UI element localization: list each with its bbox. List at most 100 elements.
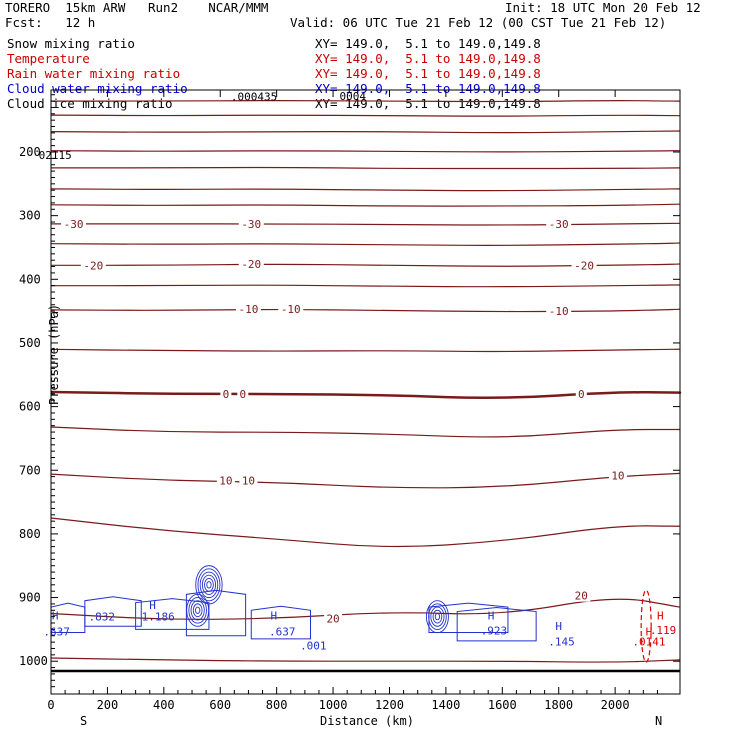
cloud-water-contour <box>84 596 142 627</box>
x-tick-label: 1400 <box>431 698 460 712</box>
cloud-water-max-contour <box>197 568 221 602</box>
snow-label: .000435 <box>231 91 277 104</box>
rain-water-label: H <box>646 625 653 638</box>
cloud-water-max-contour <box>188 597 207 624</box>
isotherm-label: -30 <box>549 218 569 231</box>
isotherm-label-bg <box>238 217 264 230</box>
field-cloud-ice-xy: XY= 149.0, 5.1 to 149.0,149.8 <box>315 96 541 111</box>
x-tick-label: 1800 <box>544 698 573 712</box>
model-title: TORERO 15km ARW Run2 NCAR/MMM <box>5 0 269 15</box>
isotherm-label-bg <box>546 217 572 230</box>
isotherm-label: -10 <box>281 303 301 316</box>
isotherm-label: 10 <box>242 474 255 487</box>
x-tick-label: 1600 <box>488 698 517 712</box>
isotherm-label-bg <box>238 258 264 271</box>
isotherm-line <box>50 308 681 313</box>
field-snow-name: Snow mixing ratio <box>7 36 135 51</box>
cloud-water-contour <box>135 598 210 630</box>
cloud-water-label: .637 <box>43 625 70 638</box>
isotherm-line <box>50 657 681 663</box>
isotherm-label-bg <box>220 387 232 400</box>
field-temperature-name: Temperature <box>7 51 90 66</box>
isotherm-line <box>50 114 681 117</box>
cloud-water-contour <box>185 589 247 637</box>
isotherm-line <box>50 517 681 548</box>
isotherm-line <box>50 150 681 153</box>
rain-water-label: .119 <box>650 624 677 637</box>
isotherm-label: 20 <box>575 590 588 603</box>
x-tick-label: 600 <box>209 698 231 712</box>
isotherm-label-bg <box>572 589 591 602</box>
x-tick-label: 400 <box>153 698 175 712</box>
isotherm-label-bg <box>575 387 587 400</box>
isotherm-line <box>50 242 681 246</box>
x-tick-label: 200 <box>97 698 119 712</box>
south-label: S <box>80 714 87 728</box>
x-tick-label: 800 <box>266 698 288 712</box>
field-snow-xy: XY= 149.0, 5.1 to 149.0,149.8 <box>315 36 541 51</box>
field-cloud-water-xy: XY= 149.0, 5.1 to 149.0,149.8 <box>315 81 541 96</box>
field-cloud-water-name: Cloud water mixing ratio <box>7 81 188 96</box>
rain-water-label: H <box>657 609 664 622</box>
y-tick-label: 700 <box>19 463 41 477</box>
cloud-water-contour <box>456 607 537 642</box>
valid-time: Valid: 06 UTC Tue 21 Feb 12 (00 CST Tue … <box>290 15 667 30</box>
cloud-water-label: H <box>555 620 562 633</box>
isotherm-label-bg <box>235 303 261 316</box>
isotherm-line <box>50 130 681 134</box>
isotherm-label-bg <box>546 305 572 318</box>
cloud-water-max-contour <box>195 565 223 605</box>
isotherm-line <box>50 203 681 207</box>
isotherm-label-bg <box>61 217 87 230</box>
x-tick-label: 2000 <box>601 698 630 712</box>
isotherm-line <box>50 348 681 353</box>
isotherm-line <box>51 284 681 288</box>
y-tick-label: 1000 <box>19 654 48 668</box>
rain-water-label: .0141 <box>632 635 665 648</box>
y-tick-label: 900 <box>19 591 41 605</box>
cloud-water-max-contour <box>190 600 205 621</box>
forecast-hour: Fcst: 12 h <box>5 15 96 30</box>
cloud-water-max-contour <box>186 593 210 627</box>
cloud-water-label: 1.186 <box>142 611 175 624</box>
cloud-water-label: H <box>52 609 59 622</box>
cloud-water-label: H <box>488 609 495 622</box>
cloud-water-contour <box>250 605 311 640</box>
isotherm-label-bg <box>239 474 258 487</box>
y-tick-label: 200 <box>19 145 41 159</box>
isotherm-line <box>50 426 681 438</box>
y-tick-label: 500 <box>19 336 41 350</box>
isotherm-label: -20 <box>241 258 261 271</box>
field-temperature-xy: XY= 149.0, 5.1 to 149.0,149.8 <box>315 51 541 66</box>
x-tick-label: 1200 <box>375 698 404 712</box>
y-tick-label: 400 <box>19 272 41 286</box>
isotherm-label: -30 <box>64 218 84 231</box>
isotherm-label: -10 <box>549 305 569 318</box>
field-rain-xy: XY= 149.0, 5.1 to 149.0,149.8 <box>315 66 541 81</box>
x-tick-label: 1000 <box>319 698 348 712</box>
x-tick-label: 0 <box>47 698 54 712</box>
y-tick-label: 300 <box>19 209 41 223</box>
cloud-water-max-contour <box>434 612 441 621</box>
field-cloud-ice-name: Cloud ice mixing ratio <box>7 96 173 111</box>
cloud-water-max-contour <box>195 606 201 614</box>
isotherm-label: 0 <box>223 388 230 401</box>
cloud-water-label: H <box>271 609 278 622</box>
plot-frame <box>50 89 681 695</box>
cloud-water-label: .001 <box>300 639 327 652</box>
cloud-water-label: .145 <box>548 635 575 648</box>
y-axis-label: Pressure (hPa) <box>47 304 61 405</box>
cloud-water-max-contour <box>430 606 445 627</box>
isotherm-line <box>51 166 681 170</box>
isotherm-label: 10 <box>219 474 232 487</box>
cloud-water-label: H <box>149 599 156 612</box>
cloud-water-label: .637 <box>269 625 296 638</box>
y-tick-label: 600 <box>19 400 41 414</box>
isotherm-line <box>50 598 681 620</box>
isotherm-label: 20 <box>326 613 339 626</box>
isotherm-label: -20 <box>83 259 103 272</box>
isotherm-label: 0 <box>239 388 246 401</box>
isotherm-line <box>51 222 681 226</box>
isotherm-line <box>51 100 681 103</box>
